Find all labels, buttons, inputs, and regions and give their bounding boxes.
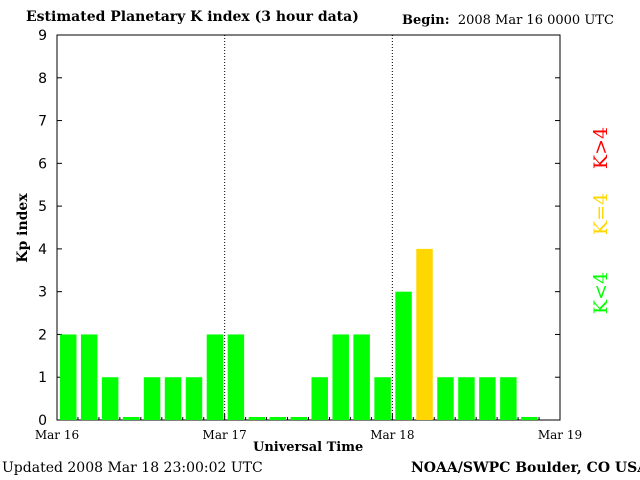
y-tick-label: 3: [38, 285, 47, 301]
kp-bar: [353, 334, 370, 420]
kp-bar: [101, 377, 119, 420]
kp-bar: [437, 377, 454, 420]
chart-title: Estimated Planetary K index (3 hour data…: [26, 9, 359, 25]
begin-label: Begin:: [402, 13, 450, 28]
kp-bar: [311, 377, 328, 420]
plot-frame: [56, 34, 561, 421]
kp-bar: [227, 334, 245, 420]
kp-bar: [185, 377, 203, 420]
kp-bar: [164, 377, 182, 420]
kp-bar: [416, 248, 433, 420]
kp-bar: [500, 377, 517, 420]
x-axis-label: Universal Time: [253, 440, 364, 455]
kp-bar: [122, 417, 140, 420]
kp-bar: [269, 417, 287, 420]
legend-below-4: K<4: [590, 271, 612, 315]
kp-bar: [395, 291, 412, 420]
x-tick-label: Mar 16: [35, 428, 79, 442]
kp-bar: [206, 334, 224, 420]
x-tick-label: Mar 17: [203, 428, 247, 442]
kp-bar: [521, 417, 538, 420]
begin-date: Begin: 2008 Mar 16 0000 UTC: [402, 13, 614, 28]
kp-bar: [80, 334, 98, 420]
kp-bar: [248, 417, 266, 420]
y-tick-label: 4: [38, 242, 47, 258]
kp-bar: [458, 377, 475, 420]
y-tick-label: 2: [38, 327, 47, 343]
source-credit: NOAA/SWPC Boulder, CO USA: [411, 460, 640, 476]
kp-bar: [374, 377, 391, 420]
y-tick-label: 1: [38, 370, 47, 386]
x-tick-label: Mar 19: [538, 428, 582, 442]
y-tick-label: 8: [38, 71, 47, 87]
y-tick-label: 9: [38, 28, 47, 44]
y-axis-label: Kp index: [15, 193, 31, 263]
y-tick-label: 7: [38, 114, 47, 130]
x-tick-label: Mar 18: [370, 428, 414, 442]
kp-bar: [479, 377, 496, 420]
kp-bar: [60, 334, 77, 420]
y-tick-label: 5: [38, 199, 47, 215]
kp-bar: [332, 334, 349, 420]
kp-bar: [290, 417, 307, 420]
legend-equal-4: K=4: [590, 192, 612, 236]
legend-above-4: K>4: [590, 126, 612, 170]
updated-timestamp: Updated 2008 Mar 18 23:00:02 UTC: [2, 460, 263, 476]
kp-bar: [143, 377, 161, 420]
y-tick-label: 0: [38, 413, 47, 429]
begin-value: 2008 Mar 16 0000 UTC: [457, 13, 614, 28]
y-tick-label: 6: [38, 156, 47, 172]
